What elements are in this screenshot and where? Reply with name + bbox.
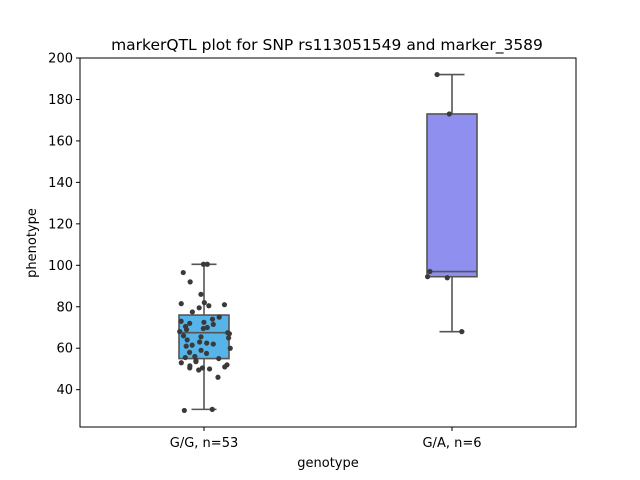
data-point [189,309,195,315]
data-point [203,350,210,357]
data-point [196,367,202,373]
data-point [216,355,222,362]
data-point [178,360,184,366]
y-axis: 40 60 80 100 120 140 160 180 200 [48,52,80,398]
plot-area [177,71,478,414]
data-point [184,337,190,343]
data-point [434,71,440,78]
data-point [215,374,221,380]
data-point [444,275,450,281]
data-point [424,274,431,280]
y-tick-label: 40 [56,383,73,398]
x-axis-title: genotype [297,456,358,471]
data-point [204,261,210,267]
data-point [209,406,215,412]
plot-frame [79,57,577,428]
data-point [187,279,193,285]
y-tick-label: 180 [48,93,73,108]
x-tick-label: G/G, n=53 [170,436,238,451]
data-point [206,366,213,372]
data-point [216,314,222,320]
data-point [196,305,202,311]
data-point [180,269,186,276]
data-point [182,354,188,361]
data-point [204,340,210,346]
data-point [197,339,203,345]
points-gg [177,261,233,414]
data-point [181,407,187,414]
data-point [226,331,232,337]
y-tick-label: 200 [48,52,73,67]
data-point [193,359,199,365]
data-point [183,343,189,349]
data-point [226,335,232,341]
data-point [427,268,433,275]
data-point [189,342,195,348]
data-point [192,353,198,360]
data-point [186,349,193,355]
data-point [178,301,184,307]
data-point [204,324,210,331]
data-point [198,291,204,297]
data-point [178,318,184,324]
data-point [446,111,452,117]
y-axis-title: phenotype [25,208,40,278]
data-point [201,300,207,306]
data-point [198,334,204,340]
iqr-box [426,113,478,278]
data-point [206,303,212,309]
data-point [209,316,216,322]
data-point [459,329,465,335]
y-tick-label: 80 [56,300,73,315]
box-gg [178,263,230,411]
box-ga [426,73,478,333]
y-tick-label: 120 [48,217,73,232]
data-point [183,326,190,333]
data-point [222,364,228,370]
x-axis: G/G, n=53 G/A, n=6 [170,427,482,451]
data-point [187,320,193,326]
chart-title: markerQTL plot for SNP rs113051549 and m… [111,36,543,55]
data-point [177,329,183,335]
data-point [198,347,204,353]
data-point [221,302,228,308]
y-tick-label: 140 [48,176,73,191]
data-point [200,325,206,332]
points-ga [424,71,465,335]
data-point [210,321,216,327]
data-point [180,333,187,339]
data-point [227,345,233,351]
data-point [200,261,207,267]
data-point [201,319,207,325]
y-tick-label: 60 [56,342,73,357]
data-point [210,341,216,347]
y-tick-label: 100 [48,259,73,274]
y-tick-label: 160 [48,134,73,149]
data-point [187,365,193,371]
x-tick-label: G/A, n=6 [422,436,481,451]
